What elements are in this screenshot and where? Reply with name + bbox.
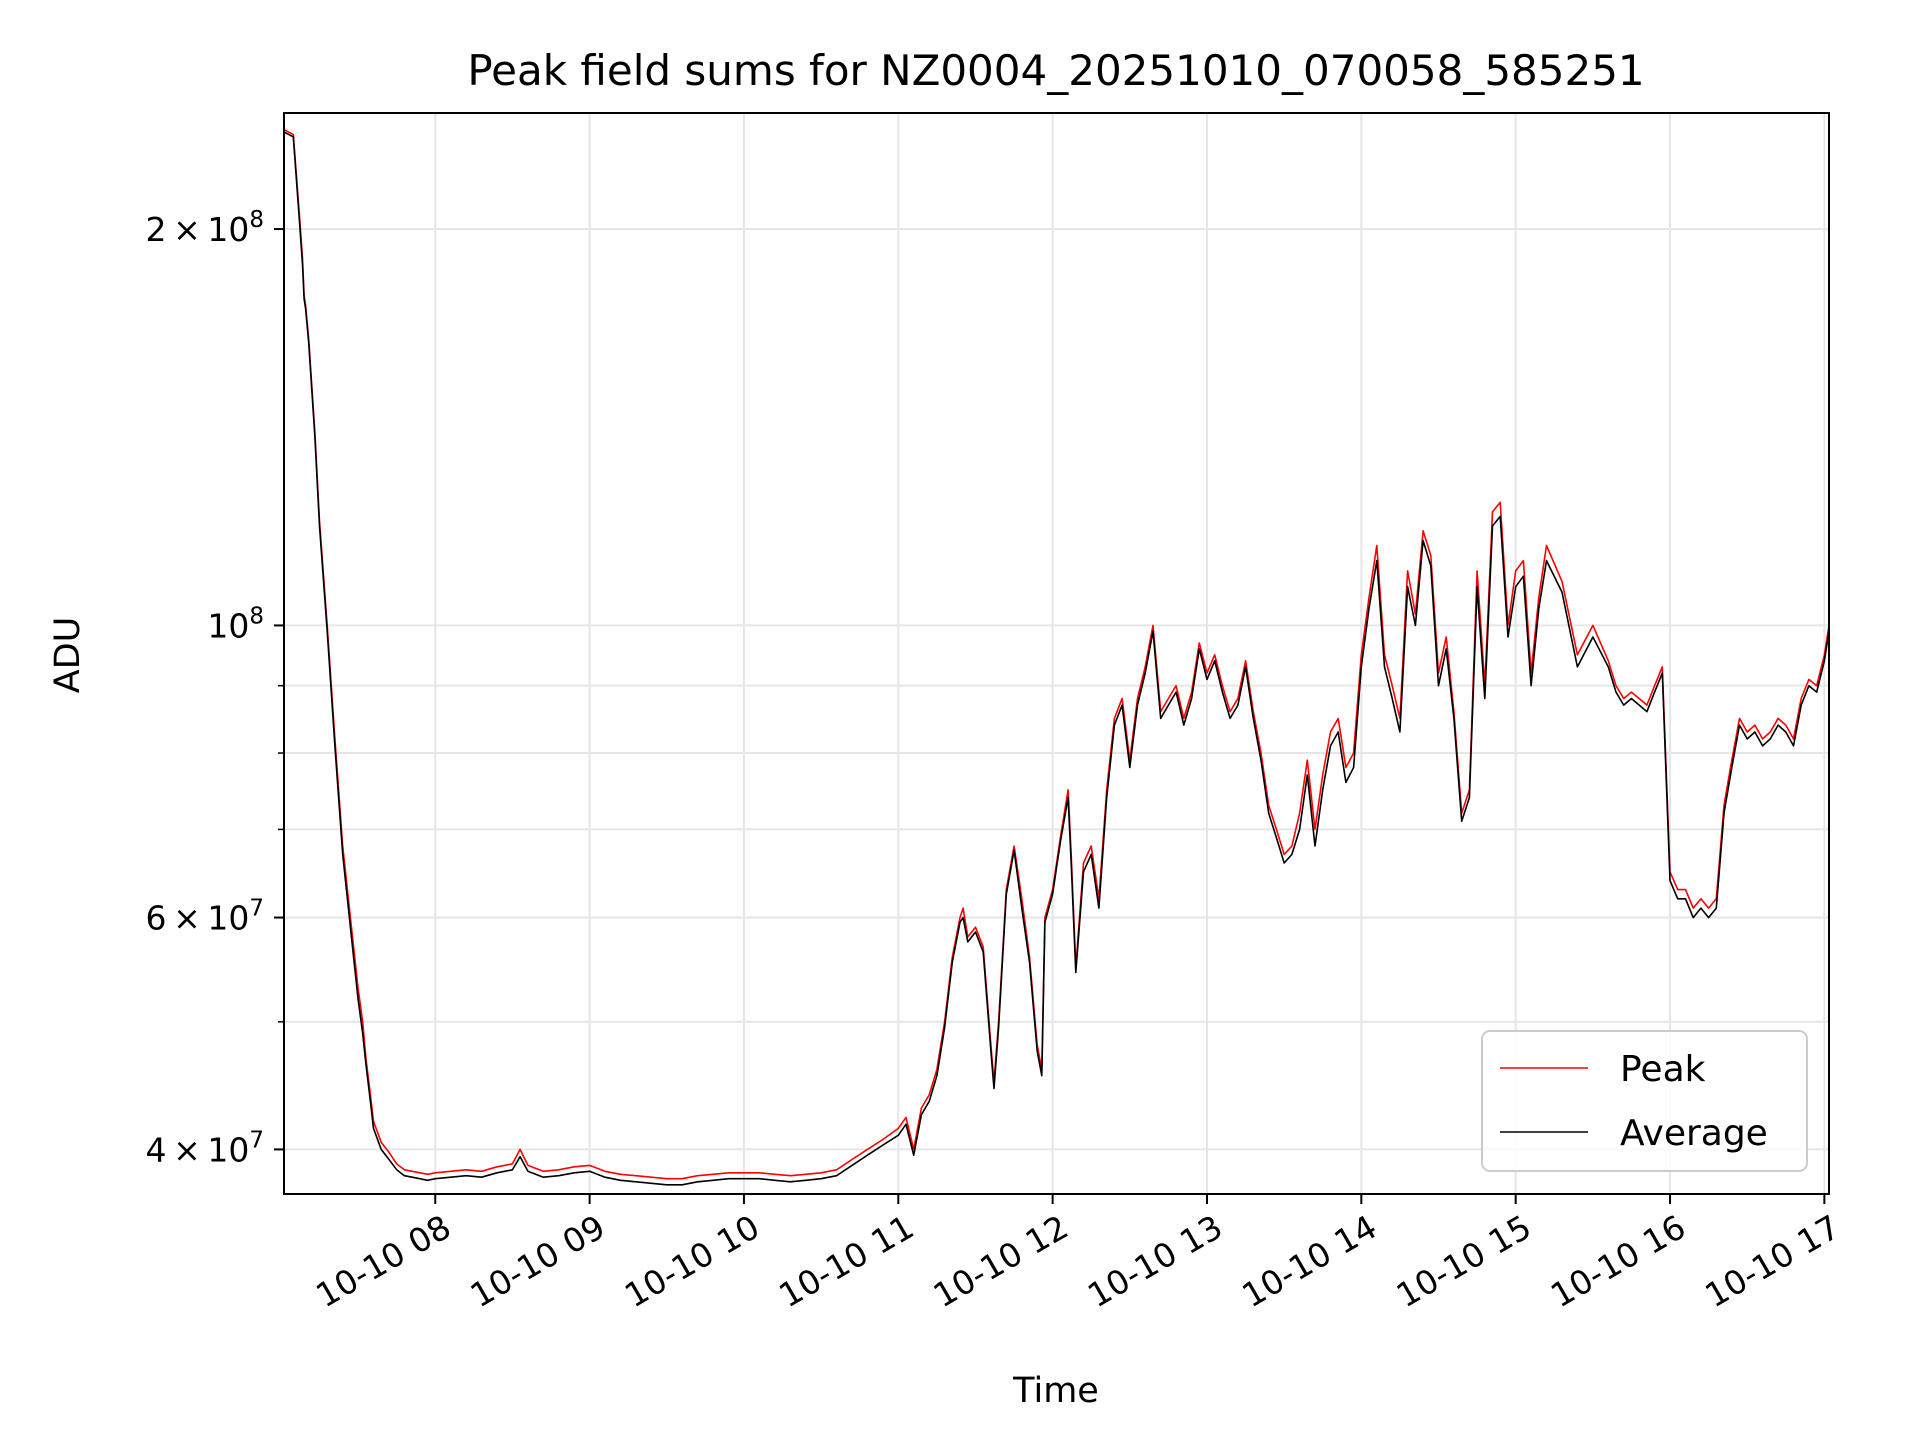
legend-label-average: Average [1620,1113,1768,1154]
series-line-peak [284,128,1829,1180]
series-line-average [284,131,1829,1186]
x-axis-title: Time [1012,1371,1099,1411]
legend-label-peak: Peak [1620,1049,1706,1090]
y-tick-label: 2 × 108 [146,207,264,249]
series-layer [284,128,1829,1186]
y-tick-label: 108 [207,603,264,645]
chart-title: Peak field sums for NZ0004_20251010_0700… [467,46,1644,95]
legend: Peak Average [1481,1030,1808,1172]
y-axis-title: ADU [48,617,88,694]
y-tick-label: 6 × 107 [146,896,264,938]
plot-frame [283,112,1830,1195]
y-axis: 4 × 107 6 × 107 108 2 × 108 [146,207,284,1169]
y-tick-label: 4 × 107 [146,1127,264,1169]
legend-box [1481,1030,1808,1172]
